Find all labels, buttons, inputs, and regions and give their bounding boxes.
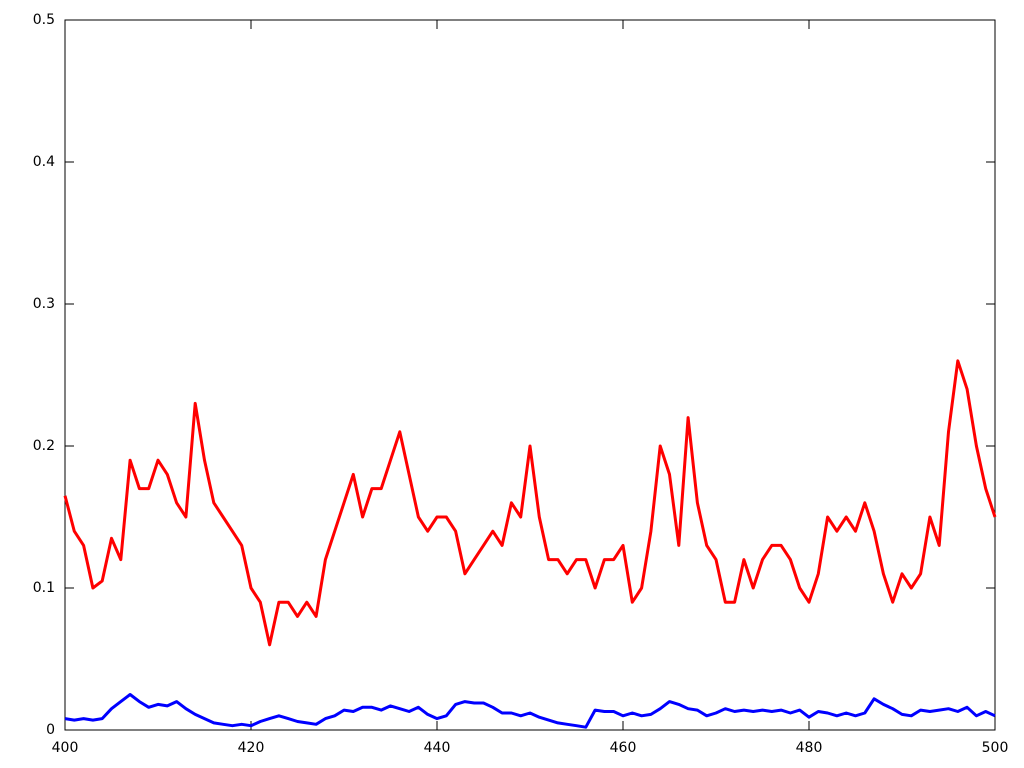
y-tick-label: 0.5 — [33, 12, 55, 28]
y-tick-label: 0.4 — [33, 154, 55, 170]
data-line — [63, 359, 997, 647]
x-tick-label: 460 — [610, 740, 637, 756]
plot-border — [64, 19, 996, 731]
y-tick-label: 0.3 — [33, 296, 55, 312]
y-tick-label: 0.1 — [33, 580, 55, 596]
y-tick-label: 0 — [46, 722, 55, 738]
x-tick-label: 440 — [424, 740, 451, 756]
x-tick-label: 400 — [52, 740, 79, 756]
x-tick-label: 480 — [796, 740, 823, 756]
x-tick-label: 420 — [238, 740, 265, 756]
x-tick-label: 500 — [982, 740, 1009, 756]
data-line — [64, 693, 996, 729]
y-tick-label: 0.2 — [33, 438, 55, 454]
